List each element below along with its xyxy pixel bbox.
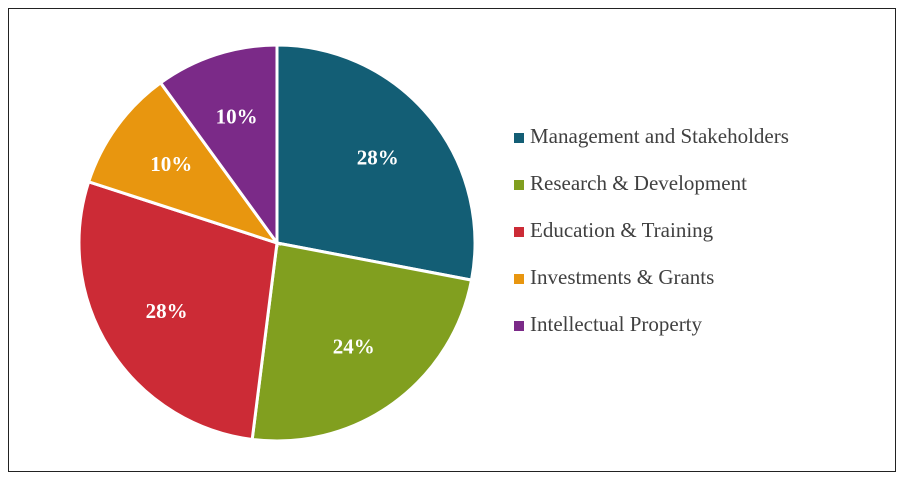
slice-label: 28%	[146, 299, 188, 323]
legend-label: Management and Stakeholders	[530, 124, 789, 148]
legend-label: Investments & Grants	[530, 265, 714, 289]
legend-label: Intellectual Property	[530, 312, 703, 336]
legend-swatch	[514, 133, 524, 143]
pie-slice	[275, 43, 477, 282]
pie-slice	[86, 80, 281, 246]
legend-swatch	[514, 321, 524, 331]
slice-label: 24%	[333, 335, 375, 359]
pie-slice	[77, 179, 279, 442]
slice-label: 28%	[357, 146, 399, 170]
legend-swatch	[514, 227, 524, 237]
legend-label: Research & Development	[530, 171, 747, 195]
slice-label: 10%	[216, 105, 258, 129]
pie-slice	[158, 43, 279, 248]
legend-swatch	[514, 180, 524, 190]
legend-swatch	[514, 274, 524, 284]
pie-slice	[250, 241, 474, 443]
legend-label: Education & Training	[530, 218, 714, 242]
slice-label: 10%	[150, 152, 192, 176]
